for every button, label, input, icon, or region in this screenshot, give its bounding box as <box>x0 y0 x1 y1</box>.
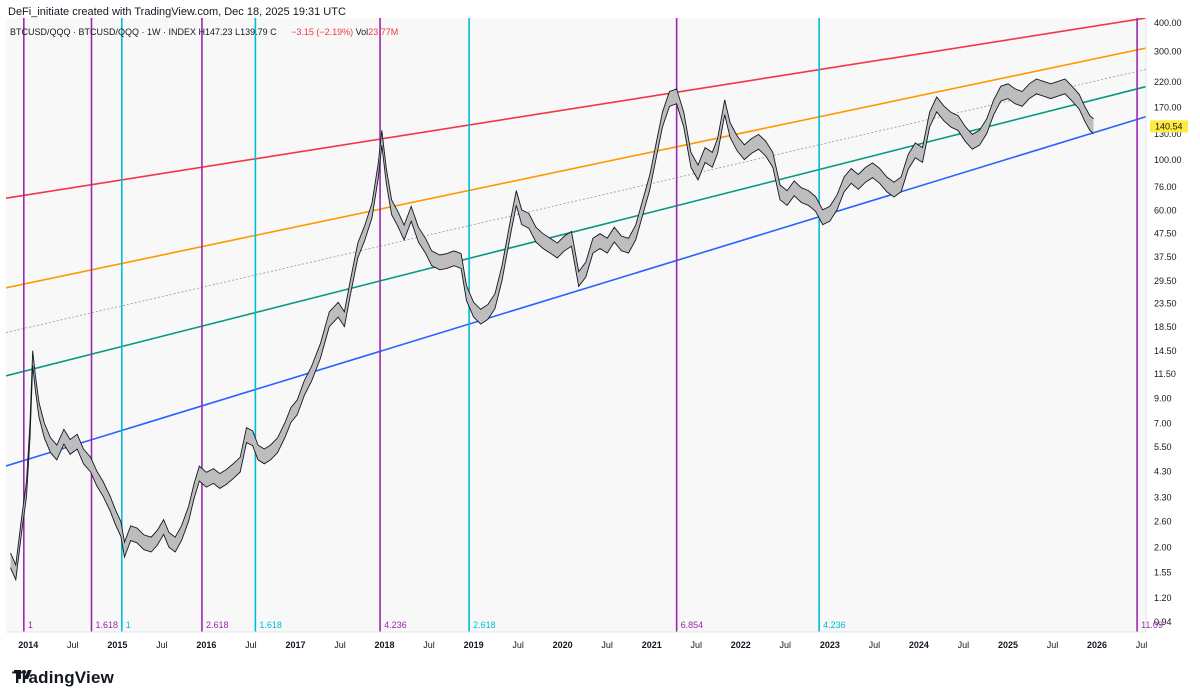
x-tick-label: 2026 <box>1087 640 1107 650</box>
y-tick-label: 1.55 <box>1154 568 1172 578</box>
tradingview-logo-icon <box>14 670 32 679</box>
x-tick-label: Jul <box>601 640 613 650</box>
x-tick-label: Jul <box>690 640 702 650</box>
x-tick-label: Jul <box>67 640 79 650</box>
price-high-line <box>10 78 1094 567</box>
fib-time-label: 11.09 <box>1141 620 1163 630</box>
x-tick-label: 2023 <box>820 640 840 650</box>
y-tick-label: 60.00 <box>1154 206 1177 216</box>
attribution-text: DeFi_initiate created with TradingView.c… <box>8 6 346 18</box>
x-tick-label: 2014 <box>18 640 38 650</box>
channel-line <box>6 18 1146 200</box>
y-tick-label: 7.00 <box>1154 418 1172 428</box>
x-tick-label: Jul <box>334 640 346 650</box>
x-tick-label: Jul <box>156 640 168 650</box>
fib-time-label: 1.618 <box>96 620 119 630</box>
fib-time-label: 4.236 <box>384 620 407 630</box>
x-tick-label: Jul <box>869 640 881 650</box>
x-tick-label: Jul <box>423 640 435 650</box>
fib-time-label: 2.618 <box>206 620 229 630</box>
y-tick-label: 130.00 <box>1154 129 1182 139</box>
x-tick-label: 2025 <box>998 640 1018 650</box>
x-tick-label: 2024 <box>909 640 929 650</box>
footer: TradingView <box>0 660 1200 699</box>
y-tick-label: 0.94 <box>1154 617 1172 627</box>
y-tick-label: 2.00 <box>1154 542 1172 552</box>
x-tick-label: 2016 <box>196 640 216 650</box>
y-tick-label: 300.00 <box>1154 46 1182 56</box>
channel-line <box>6 115 1146 467</box>
y-tick-label: 76.00 <box>1154 182 1177 192</box>
x-tick-label: Jul <box>245 640 257 650</box>
y-tick-label: 400.00 <box>1154 18 1182 28</box>
channel-line <box>6 68 1146 333</box>
legend-symbol[interactable]: BTCUSD/QQQ · BTCUSD/QQQ · 1W · INDEX <box>10 27 197 37</box>
channel-line <box>6 47 1146 289</box>
x-tick-label: Jul <box>1136 640 1148 650</box>
y-tick-label: 29.50 <box>1154 276 1177 286</box>
price-low-line <box>10 93 1094 582</box>
y-tick-label: 4.30 <box>1154 467 1172 477</box>
y-tick-label: 100.00 <box>1154 155 1182 165</box>
chart-legend: BTCUSD/QQQ · BTCUSD/QQQ · 1W · INDEX H14… <box>10 27 398 37</box>
x-tick-label: Jul <box>958 640 970 650</box>
y-tick-label: 14.50 <box>1154 346 1177 356</box>
legend-volume-value: 23.77M <box>368 27 399 37</box>
x-tick-label: 2017 <box>285 640 305 650</box>
x-tick-label: Jul <box>780 640 792 650</box>
legend-change: −3.15 (−2.19%) <box>291 27 354 37</box>
price-band <box>10 79 1094 580</box>
y-tick-label: 18.50 <box>1154 322 1177 332</box>
x-tick-label: 2019 <box>464 640 484 650</box>
y-tick-label: 9.00 <box>1154 393 1172 403</box>
channel-line <box>6 85 1146 377</box>
y-tick-label: 3.30 <box>1154 493 1172 503</box>
x-tick-label: 2022 <box>731 640 751 650</box>
x-tick-label: 2015 <box>107 640 127 650</box>
tradingview-wordmark: TradingView <box>12 668 115 687</box>
fib-time-label: 2.618 <box>473 620 496 630</box>
plot-layer <box>6 18 1146 632</box>
y-tick-label: 37.50 <box>1154 252 1177 262</box>
legend-ohlc: H147.23 L139.79 C <box>198 27 277 37</box>
tradingview-logo[interactable]: TradingView <box>12 668 114 688</box>
y-tick-label: 2.60 <box>1154 516 1172 526</box>
fib-time-label: 1 <box>126 620 131 630</box>
y-tick-label: 170.00 <box>1154 103 1182 113</box>
fib-time-label: 1.618 <box>259 620 282 630</box>
fib-time-label: 1 <box>28 620 33 630</box>
y-tick-label: 47.50 <box>1154 229 1177 239</box>
y-tick-label: 11.50 <box>1154 369 1176 379</box>
current-price-label: 140.54 <box>1155 121 1183 131</box>
y-tick-label: 5.50 <box>1154 442 1172 452</box>
y-tick-label: 1.20 <box>1154 593 1172 603</box>
x-tick-label: Jul <box>1047 640 1059 650</box>
current-price-tag <box>1150 120 1188 133</box>
x-tick-label: 2018 <box>375 640 395 650</box>
fib-time-label: 6.854 <box>681 620 704 630</box>
legend-volume-label: Vol <box>355 27 369 37</box>
y-tick-label: 23.50 <box>1154 298 1177 308</box>
x-tick-label: Jul <box>512 640 524 650</box>
x-tick-label: 2021 <box>642 640 662 650</box>
fib-time-label: 4.236 <box>823 620 846 630</box>
y-tick-label: 220.00 <box>1154 77 1182 87</box>
x-tick-label: 2020 <box>553 640 573 650</box>
